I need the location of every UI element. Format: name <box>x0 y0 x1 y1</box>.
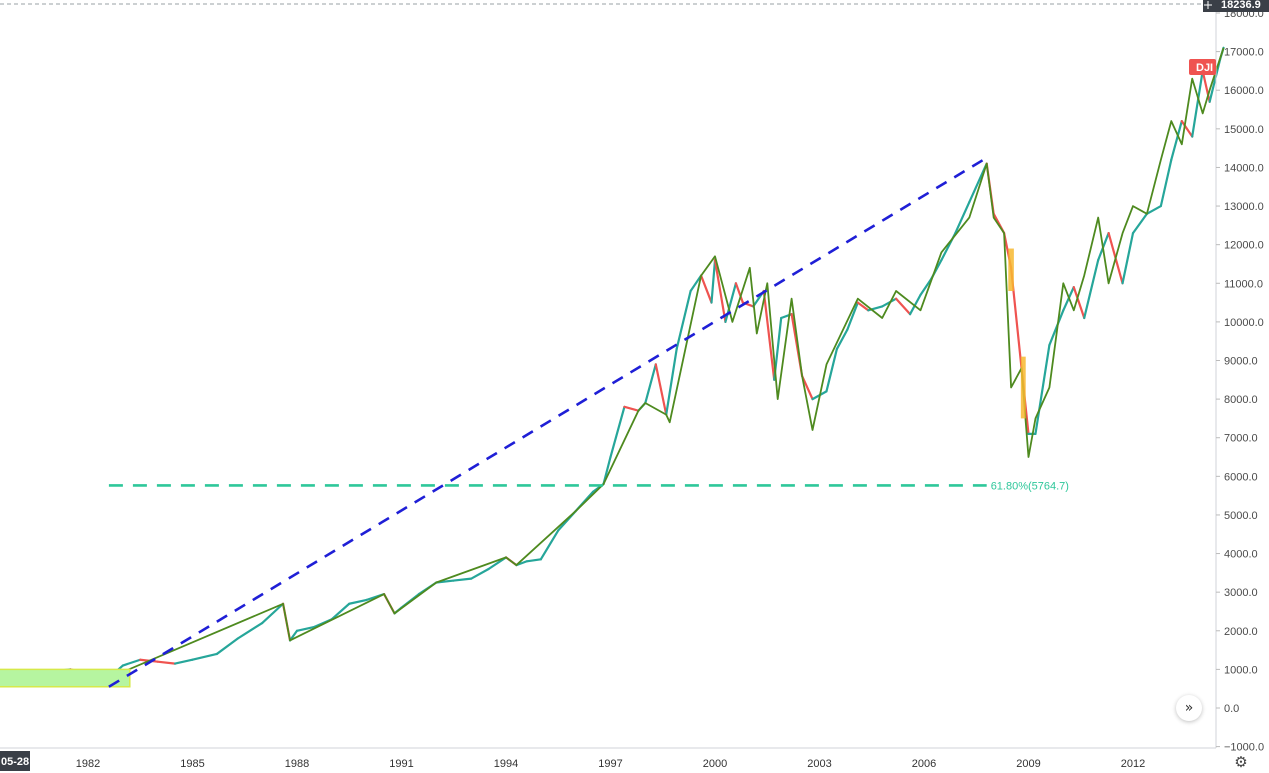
y-tick-label: 9000.0 <box>1224 356 1258 368</box>
price-segment <box>1072 286 1086 320</box>
price-segment <box>800 374 814 401</box>
y-tick-label: 1000.0 <box>1224 664 1258 676</box>
price-segment <box>713 259 727 323</box>
y-tick-label: 4000.0 <box>1224 549 1258 561</box>
price-segment <box>1034 343 1051 435</box>
y-tick-label: 2000.0 <box>1224 626 1258 638</box>
price-segment <box>330 602 351 621</box>
y-tick-label: 8000.0 <box>1224 394 1258 406</box>
scroll-to-latest-button[interactable]: » <box>1176 695 1202 721</box>
x-tick-label: 1982 <box>76 758 100 770</box>
price-segment <box>191 652 218 661</box>
price-segment <box>675 289 692 351</box>
y-tick-label: 15000.0 <box>1224 124 1264 136</box>
symbol-tag-label: DJI <box>1196 62 1213 74</box>
price-segment <box>762 289 776 381</box>
x-tick-label: 2003 <box>807 758 831 770</box>
price-segment <box>539 529 560 561</box>
gear-icon: ⚙ <box>1234 752 1248 771</box>
y-tick-label: 6000.0 <box>1224 471 1258 483</box>
x-tick-label: 2009 <box>1016 758 1040 770</box>
trend-line[interactable] <box>108 156 988 688</box>
price-segment <box>173 658 194 665</box>
price-axis[interactable]: −1000.0 0.0 1000.0 2000.0 3000.0 4000.0 5000.0… <box>0 0 1269 754</box>
price-segment <box>908 293 922 316</box>
price-segment <box>1191 69 1204 138</box>
price-segment <box>1121 231 1135 285</box>
highlight-marker-2 <box>1020 356 1026 419</box>
price-segment <box>710 259 717 304</box>
price-segment <box>1048 309 1065 347</box>
price-segment <box>654 363 668 416</box>
price-segment <box>452 577 473 582</box>
price-segment <box>1180 120 1194 138</box>
price-segment <box>215 637 239 656</box>
price-segment <box>261 602 285 625</box>
price-segment <box>689 274 703 293</box>
y-tick-label: 10000.0 <box>1224 317 1264 329</box>
price-segment <box>156 660 177 665</box>
price-segment <box>644 363 657 405</box>
symbol-tag <box>1189 59 1216 76</box>
x-tick-label: 2012 <box>1121 758 1145 770</box>
zigzag-line <box>108 47 1225 679</box>
price-segment <box>846 301 859 331</box>
price-segment <box>895 297 912 316</box>
x-tick-label: 1997 <box>598 758 622 770</box>
x-tick-label: 1994 <box>494 758 518 770</box>
x-tick-label: 2006 <box>912 758 936 770</box>
plot-area[interactable] <box>0 46 1225 679</box>
chart-settings-button[interactable]: ⚙ <box>1231 752 1251 772</box>
price-segment <box>1201 69 1211 103</box>
price-segment <box>1145 204 1162 215</box>
double-chevron-right-icon: » <box>1184 700 1194 716</box>
price-segment <box>954 201 971 235</box>
price-segment <box>295 625 316 632</box>
price-segment <box>734 282 744 304</box>
price-segment <box>1159 158 1173 208</box>
price-segment <box>919 278 933 296</box>
fib-level-label: 61.80%(5764.7) <box>991 480 1069 492</box>
y-tick-label: 7000.0 <box>1224 433 1258 445</box>
price-segment <box>1083 259 1100 320</box>
price-segment <box>856 301 870 312</box>
crosshair-date-tag <box>0 751 30 771</box>
price-segment <box>699 274 713 304</box>
price-segment <box>1170 120 1183 161</box>
y-tick-label: 13000.0 <box>1224 201 1264 213</box>
x-tick-label: 1991 <box>389 758 413 770</box>
price-segment <box>121 658 142 667</box>
price-segment <box>525 558 542 563</box>
time-axis[interactable]: 05-28 1982 1985 1988 1991 1994 1997 2000 2003 200… <box>0 747 1216 771</box>
y-tick-label: 5000.0 <box>1224 510 1258 522</box>
highlight-box <box>0 668 131 688</box>
price-segment <box>348 598 368 605</box>
price-segment <box>1131 212 1149 235</box>
x-tick-label: 1985 <box>180 758 204 770</box>
price-segment <box>236 621 264 640</box>
y-tick-label: 16000.0 <box>1224 85 1264 97</box>
crosshair-price-tag <box>1203 0 1269 12</box>
drawing-annotations: 61.80%(5764.7) <box>0 156 1069 688</box>
y-tick-label: 11000.0 <box>1224 278 1263 290</box>
x-tick-label: 1988 <box>285 758 309 770</box>
y-tick-label: 17000.0 <box>1224 47 1264 59</box>
x-tick-label: 05-28 <box>1 756 29 768</box>
x-tick-label: 2000 <box>703 758 727 770</box>
y-tick-label: 3000.0 <box>1224 587 1258 599</box>
y-tick-label: 0.0 <box>1224 703 1239 715</box>
price-segment <box>835 328 849 351</box>
price-segment <box>470 567 490 580</box>
price-segment <box>623 405 640 412</box>
y-tick-label: 14000.0 <box>1224 162 1264 174</box>
y-tick-label: 12000.0 <box>1224 240 1264 252</box>
price-segment <box>665 347 678 416</box>
crosshair-price-label: 18236.9 <box>1221 0 1261 11</box>
y-tick-label: −1000.0 <box>1224 742 1264 754</box>
price-segment <box>825 347 839 393</box>
highlight-marker-1 <box>1008 248 1014 291</box>
price-segment <box>609 405 626 459</box>
